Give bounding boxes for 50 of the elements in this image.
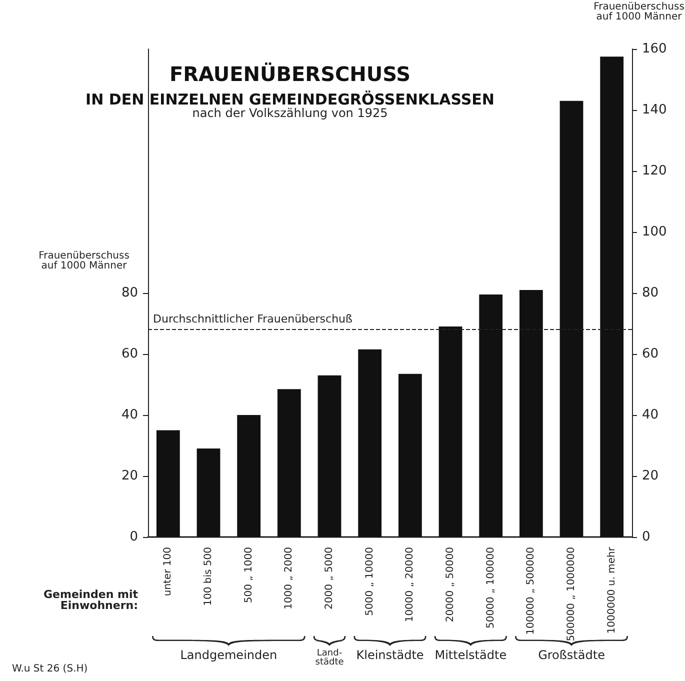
y2-tick-label: 20 <box>642 468 659 484</box>
x-tick-label: 1000 „ 2000 <box>284 547 295 610</box>
x-tick-label: 10000 „ 20000 <box>404 547 416 622</box>
x-tick-label: 500 „ 1000 <box>243 547 254 604</box>
bar <box>438 326 462 537</box>
x-tick-label: 100 bis 500 <box>203 547 214 606</box>
text: Kleinstädte <box>356 648 424 662</box>
y-tick-label: 40 <box>121 408 138 422</box>
ref-line-label: Durchschnittlicher Frauenüberschuß <box>153 312 353 326</box>
x-tick-label: unter 100 <box>162 547 174 596</box>
bar <box>479 294 503 537</box>
bar <box>318 375 342 537</box>
y-axis-title: Frauenüberschuss auf 1000 Männer <box>38 250 130 272</box>
x-tick-label: 5000 „ 10000 <box>364 547 376 616</box>
bar <box>196 448 220 537</box>
text: Landgemeinden <box>180 648 278 662</box>
y2-tick-label: 0 <box>642 530 650 544</box>
y2-tick-label: 40 <box>642 408 659 422</box>
text: Gemeinden mit Einwohnern: <box>44 588 138 612</box>
text: Land- städte <box>315 648 344 668</box>
text: Mittelstädte <box>434 648 507 662</box>
text: Großstädte <box>538 648 605 662</box>
y2-tick-label: 160 <box>642 42 667 56</box>
y2-tick-label: 80 <box>642 286 659 300</box>
y-tick-label: 80 <box>121 286 138 300</box>
bar <box>237 415 261 537</box>
x-tick-label: 100000 „ 500000 <box>526 547 537 635</box>
text: W.u St 26 (S.H) <box>12 664 88 674</box>
bar <box>600 56 624 537</box>
x-tick-label: 1000000 u. mehr <box>606 546 618 634</box>
text: nach der Volkszählung von 1925 <box>192 106 388 120</box>
bar <box>560 100 584 537</box>
y2-axis-title: Frauenüberschuss auf 1000 Männer <box>594 2 684 22</box>
bar <box>398 374 422 537</box>
bar <box>519 290 543 537</box>
y2-tick-label: 60 <box>642 346 659 362</box>
x-tick-label: 20000 „ 50000 <box>445 547 456 622</box>
bar <box>156 430 180 537</box>
y-tick-label: 20 <box>121 468 138 484</box>
y-tick-label: 0 <box>130 530 138 544</box>
text: FRAUENÜBERSCHUSS IN DEN EINZELNEN GEMEINDEGRÖSSENKLASSEN <box>86 62 494 108</box>
y2-tick-label: 140 <box>642 102 667 118</box>
x-tick-label: 500000 „ 1000000 <box>566 547 577 642</box>
bar <box>277 389 301 537</box>
y2-tick-label: 120 <box>642 164 667 178</box>
x-tick-label: 2000 „ 5000 <box>324 547 335 610</box>
bar <box>358 349 382 537</box>
y2-tick-label: 100 <box>642 224 667 240</box>
x-tick-label: 50000 „ 100000 <box>485 547 496 629</box>
y-tick-label: 60 <box>121 346 138 362</box>
